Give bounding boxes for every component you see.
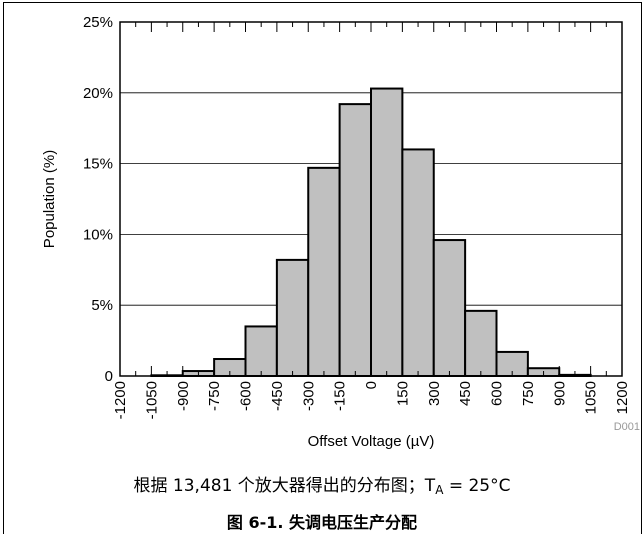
x-tick-label: 300 xyxy=(426,381,443,406)
bars xyxy=(150,87,592,378)
y-tick-label: 15% xyxy=(83,156,113,173)
x-tick-label: -450 xyxy=(269,381,286,411)
caption-suffix: = 25°C xyxy=(443,476,511,496)
caption-subscript: A xyxy=(435,483,444,497)
x-tick-label: -600 xyxy=(238,381,255,411)
histogram-bar xyxy=(275,258,310,377)
x-tick-label: 1050 xyxy=(583,381,600,414)
x-tick-label: 900 xyxy=(551,381,568,406)
x-tick-label: -300 xyxy=(300,381,317,411)
x-tick-label: 0 xyxy=(363,381,380,389)
x-tick-label: -150 xyxy=(332,381,349,411)
x-tick-label: 750 xyxy=(520,381,537,406)
histogram-bar xyxy=(307,166,341,377)
y-tick-label: 0 xyxy=(105,368,113,385)
x-tick-label: 600 xyxy=(489,381,506,406)
y-tick-labels: 0 5% 10% 15% 20% 25% xyxy=(83,14,113,385)
figure-caption: 根据 13,481 个放大器得出的分布图；TA = 25°C xyxy=(0,471,644,497)
x-tick-label: 450 xyxy=(457,381,474,406)
x-tick-label: -750 xyxy=(206,381,223,411)
x-tick-label: -1050 xyxy=(143,381,160,419)
histogram-bar xyxy=(432,239,467,377)
histogram-chart: 0 5% 10% 15% 20% 25% -1200 -1050 -900 -750 -600 -4… xyxy=(41,14,640,450)
histogram-bar xyxy=(370,87,404,377)
histogram-bar xyxy=(244,325,278,378)
y-tick-label: 20% xyxy=(83,85,113,102)
histogram-bar xyxy=(338,103,372,378)
x-tick-label: -900 xyxy=(175,381,192,411)
y-tick-label: 5% xyxy=(91,297,113,314)
histogram-bar xyxy=(464,309,498,378)
x-tick-label: 150 xyxy=(394,381,411,406)
x-tick-label: -1200 xyxy=(112,381,129,419)
x-axis-title: Offset Voltage (µV) xyxy=(308,433,435,450)
figure-frame xyxy=(3,2,642,534)
caption-prefix: 根据 13,481 个放大器得出的分布图；T xyxy=(133,476,436,496)
histogram-bar xyxy=(401,148,435,377)
x-tick-label: 1200 xyxy=(614,381,631,414)
plot-border xyxy=(119,21,623,377)
y-axis-title: Population (%) xyxy=(41,150,58,248)
x-tick-labels: -1200 -1050 -900 -750 -600 -450 -300 -150 0 150 30… xyxy=(112,381,631,419)
figure-code: D001 xyxy=(614,421,640,433)
figure-title: 图 6-1. 失调电压生产分配 xyxy=(226,513,418,532)
y-tick-label: 25% xyxy=(83,14,113,31)
y-tick-label: 10% xyxy=(83,226,113,243)
